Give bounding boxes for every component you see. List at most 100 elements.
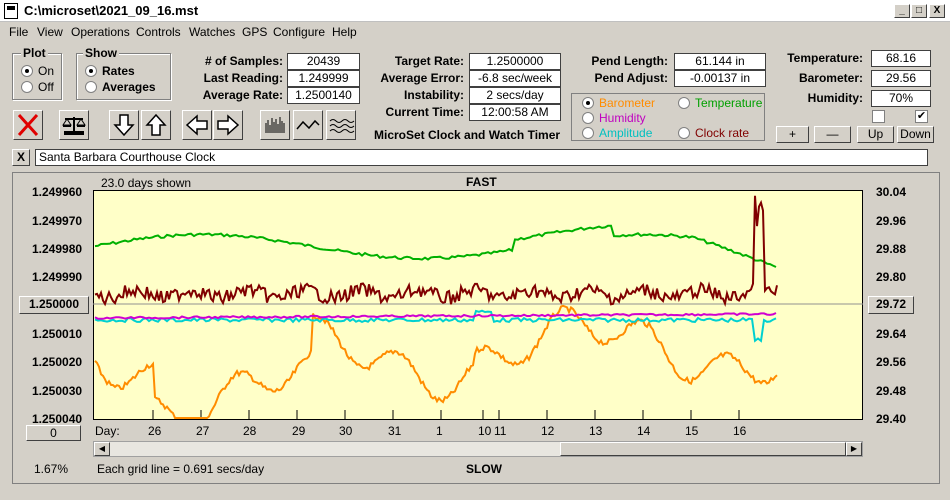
samples-label: # of Samples: bbox=[204, 54, 283, 68]
pend-length-label: Pend Length: bbox=[591, 54, 668, 68]
up-button[interactable]: Up bbox=[857, 126, 894, 143]
scroll-left-button[interactable]: ◀ bbox=[94, 442, 110, 456]
left-checkbox[interactable] bbox=[872, 110, 885, 123]
day-tick-label: 14 bbox=[637, 424, 651, 438]
show-rates-radio[interactable] bbox=[85, 65, 97, 77]
left-arrow-button[interactable] bbox=[182, 110, 212, 140]
left-axis-label: 1.249980 bbox=[32, 242, 83, 256]
minimize-button[interactable]: _ bbox=[894, 4, 910, 18]
amplitude-line bbox=[94, 309, 777, 343]
day-tick-label: 11 bbox=[494, 424, 507, 438]
left-axis-label: 1.250010 bbox=[32, 327, 83, 341]
instability-label: Instability: bbox=[403, 88, 464, 102]
menu-controls[interactable]: Controls bbox=[136, 25, 181, 39]
pend-adjust-field: -0.00137 in bbox=[674, 70, 766, 87]
down-button[interactable]: Down bbox=[897, 126, 934, 143]
average-rate-field: 1.2500140 bbox=[287, 87, 360, 104]
right-axis-label: 29.56 bbox=[876, 355, 907, 369]
plot-group: Plot On Off bbox=[12, 46, 62, 100]
stop-button[interactable] bbox=[13, 110, 43, 140]
right-axis-label: 29.80 bbox=[876, 270, 907, 284]
menu-help[interactable]: Help bbox=[332, 25, 357, 39]
line-graph-button[interactable] bbox=[293, 110, 323, 140]
clock-rate-option-label: Clock rate bbox=[695, 126, 750, 140]
plot-on-radio[interactable] bbox=[21, 65, 33, 77]
menu-gps[interactable]: GPS bbox=[242, 25, 268, 39]
plot-off-label: Off bbox=[38, 80, 54, 94]
left-axis-label: 1.250040 bbox=[32, 412, 83, 426]
humidity-label: Humidity: bbox=[807, 91, 863, 105]
menu-file[interactable]: File bbox=[9, 25, 29, 39]
show-group-label: Show bbox=[83, 46, 119, 60]
percent-label: 1.67% bbox=[34, 462, 69, 476]
right-arrow-button[interactable] bbox=[213, 110, 243, 140]
maximize-button[interactable]: □ bbox=[911, 4, 927, 18]
wave-graph-button[interactable] bbox=[326, 110, 356, 140]
day-tick-label: 10 bbox=[478, 424, 492, 438]
amplitude-radio[interactable] bbox=[582, 127, 594, 139]
temperature-radio[interactable] bbox=[678, 97, 690, 109]
instability-field: 2 secs/day bbox=[469, 87, 561, 104]
average-error-field: -6.8 sec/week bbox=[469, 70, 561, 87]
title-bar: C:\microset\2021_09_16.mst _ □ X bbox=[0, 0, 950, 22]
window-title: C:\microset\2021_09_16.mst bbox=[24, 3, 199, 18]
horizontal-scrollbar[interactable]: ◀ ▶ bbox=[93, 441, 863, 457]
clock-rate-line bbox=[94, 195, 778, 307]
humidity-radio[interactable] bbox=[582, 112, 594, 124]
app-icon bbox=[4, 3, 18, 19]
close-clock-button[interactable]: X bbox=[12, 149, 30, 166]
show-group: Show Rates Averages bbox=[76, 46, 171, 100]
barometer-label: Barometer: bbox=[798, 71, 863, 85]
day-tick-label: 16 bbox=[733, 424, 747, 438]
average-rate-label: Average Rate: bbox=[202, 88, 283, 102]
plot-group-label: Plot bbox=[21, 46, 48, 60]
arrow-up-icon bbox=[145, 113, 167, 136]
scroll-thumb[interactable] bbox=[560, 442, 846, 456]
bar-graph-button[interactable] bbox=[260, 110, 290, 140]
up-arrow-button[interactable] bbox=[141, 110, 171, 140]
arrow-right-icon bbox=[217, 114, 240, 136]
target-rate-label: Target Rate: bbox=[394, 54, 464, 68]
temperature-field: 68.16 bbox=[871, 50, 931, 67]
menu-watches[interactable]: Watches bbox=[189, 25, 236, 39]
menu-view[interactable]: View bbox=[37, 25, 63, 39]
right-checkbox[interactable]: ✔ bbox=[915, 110, 928, 123]
day-tick-label: 12 bbox=[541, 424, 555, 438]
right-axis-label: 29.64 bbox=[876, 327, 907, 341]
barometer-option-label: Barometer bbox=[599, 96, 656, 110]
pend-length-field: 61.144 in bbox=[674, 53, 766, 70]
barometer-radio[interactable] bbox=[582, 97, 594, 109]
clock-rate-radio[interactable] bbox=[678, 127, 690, 139]
days-shown-label: 23.0 days shown bbox=[101, 176, 192, 190]
close-button[interactable]: X bbox=[929, 4, 945, 18]
right-axis-label: 30.04 bbox=[876, 185, 907, 199]
plot-on-label: On bbox=[38, 64, 55, 78]
down-arrow-button[interactable] bbox=[109, 110, 139, 140]
show-averages-radio[interactable] bbox=[85, 81, 97, 93]
menu-operations[interactable]: Operations bbox=[71, 25, 130, 39]
red-x-icon bbox=[17, 113, 39, 137]
plot-off-radio[interactable] bbox=[21, 81, 33, 93]
barometer-field: 29.56 bbox=[871, 70, 931, 87]
last-reading-label: Last Reading: bbox=[203, 71, 283, 85]
arrow-down-icon bbox=[113, 114, 135, 137]
barometer-line bbox=[94, 304, 778, 419]
balance-button[interactable] bbox=[59, 110, 89, 140]
rate-chart bbox=[93, 190, 863, 420]
chart-day-gridlines bbox=[152, 410, 740, 420]
samples-field: 20439 bbox=[287, 53, 360, 70]
plus-button[interactable]: + bbox=[776, 126, 809, 143]
center-rate-button[interactable]: 1.250000 bbox=[19, 296, 89, 314]
left-axis-label: 1.249960 bbox=[32, 185, 83, 199]
left-axis-label: 1.250020 bbox=[32, 355, 83, 369]
clock-name-field[interactable]: Santa Barbara Courthouse Clock bbox=[35, 149, 928, 166]
minus-button[interactable]: — bbox=[814, 126, 851, 143]
left-bottom-button[interactable]: 0 bbox=[26, 425, 81, 441]
scroll-right-button[interactable]: ▶ bbox=[846, 442, 862, 456]
day-tick-label: 13 bbox=[589, 424, 603, 438]
menu-bar: File View Operations Controls Watches GP… bbox=[0, 22, 950, 42]
day-tick-label: 1 bbox=[436, 424, 443, 438]
menu-configure[interactable]: Configure bbox=[273, 25, 326, 39]
left-axis-label: 1.249970 bbox=[32, 214, 83, 228]
center-sensor-button[interactable]: 29.72 bbox=[868, 296, 914, 314]
